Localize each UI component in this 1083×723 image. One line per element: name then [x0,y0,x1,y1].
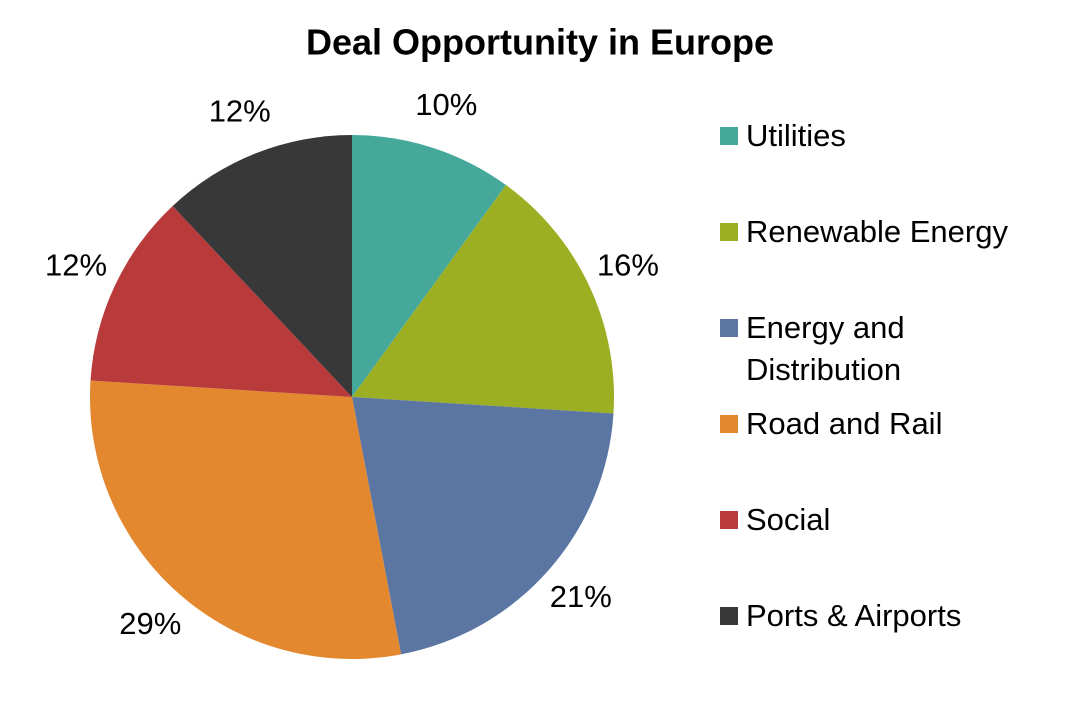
legend-label: Social [746,502,831,537]
data-label: 16% [597,247,659,282]
pie-slice [90,206,352,397]
legend-item: Renewable Energy [720,211,1066,253]
legend-label: Renewable Energy [746,214,1008,249]
legend-item: Utilities [720,115,1066,157]
chart-title: Deal Opportunity in Europe [306,22,774,63]
legend-item: Road and Rail [720,403,1066,445]
legend-label: Utilities [746,118,846,153]
pie-slice [352,185,614,414]
legend-swatch [720,511,738,529]
data-label: 12% [209,94,271,129]
legend-swatch [720,607,738,625]
legend: Utilities Renewable Energy Energy and Dist… [720,0,1080,723]
pie-slice [172,135,352,397]
legend-swatch [720,127,738,145]
data-label: 21% [550,579,612,614]
legend-item: Energy and Distribution [720,307,1066,391]
pie-slice [352,397,614,655]
data-label: 29% [119,606,181,641]
legend-item: Ports & Airports [720,595,1066,637]
legend-swatch [720,223,738,241]
legend-label: Ports & Airports [746,598,962,633]
pie-slice [352,135,506,397]
pie-slice [90,380,402,659]
legend-swatch [720,415,738,433]
legend-label: Road and Rail [746,406,943,441]
data-label: 10% [415,87,477,122]
legend-label: Energy and Distribution [746,310,905,387]
data-label: 12% [45,247,107,282]
legend-swatch [720,319,738,337]
legend-item: Social [720,499,1066,541]
